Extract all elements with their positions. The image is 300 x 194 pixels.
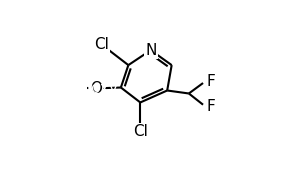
Text: F: F bbox=[207, 74, 215, 89]
Text: O: O bbox=[90, 81, 102, 96]
Text: N: N bbox=[145, 43, 156, 58]
Text: Cl: Cl bbox=[94, 37, 109, 52]
Text: methoxy: methoxy bbox=[52, 81, 118, 96]
Text: F: F bbox=[207, 99, 215, 114]
Text: Cl: Cl bbox=[133, 124, 148, 139]
